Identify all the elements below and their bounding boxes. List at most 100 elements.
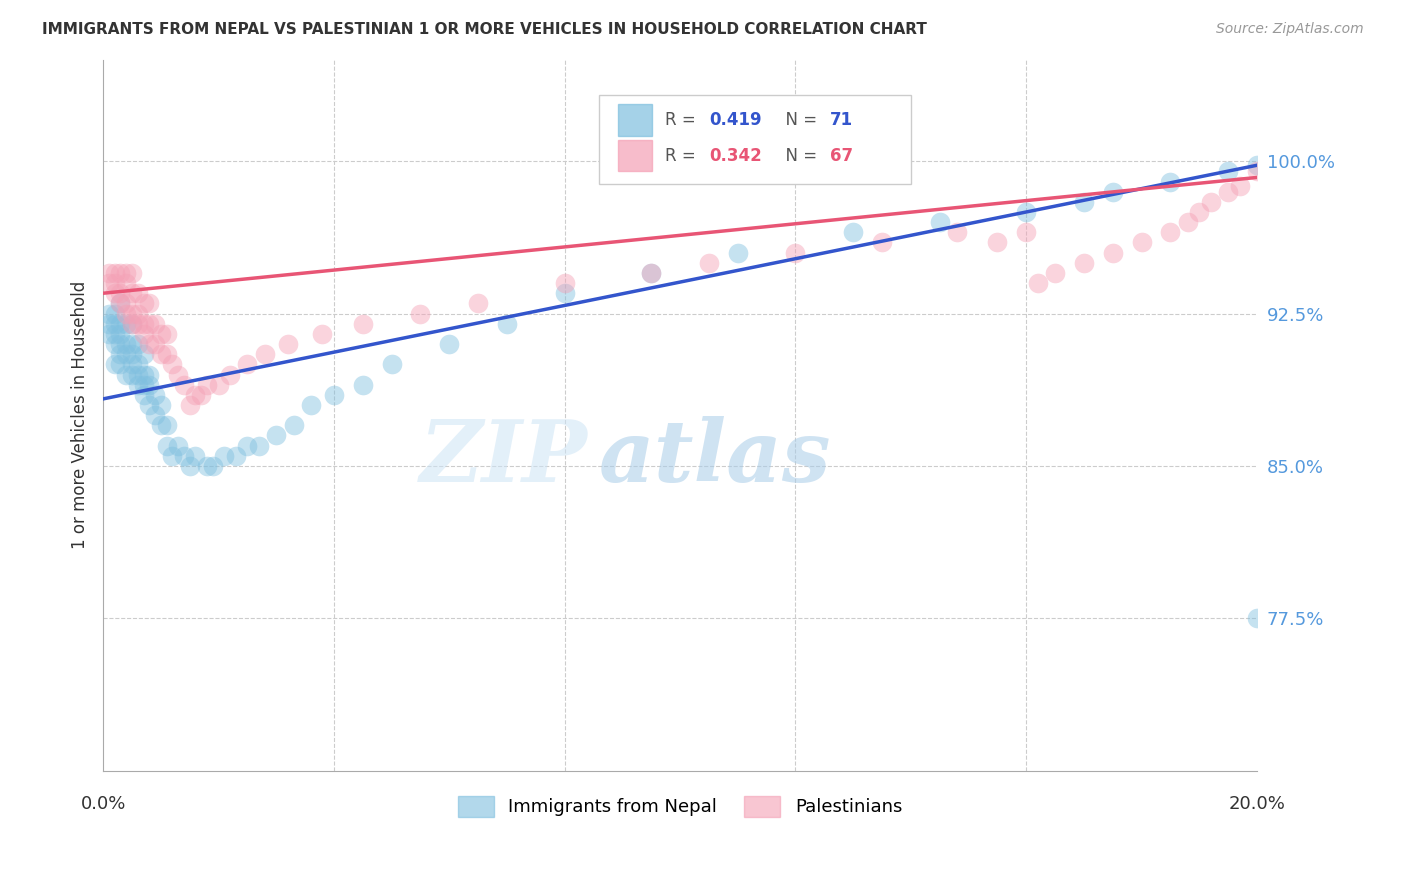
Point bbox=[155, 439, 177, 453]
FancyBboxPatch shape bbox=[617, 104, 652, 136]
Point bbox=[143, 388, 166, 402]
Text: N =: N = bbox=[775, 146, 823, 165]
Point bbox=[1073, 256, 1095, 270]
Point bbox=[127, 337, 149, 351]
Text: atlas: atlas bbox=[599, 416, 832, 500]
Point bbox=[409, 307, 432, 321]
Point bbox=[110, 266, 132, 280]
Point bbox=[121, 266, 143, 280]
Point bbox=[1246, 164, 1268, 178]
Text: 0.419: 0.419 bbox=[709, 111, 762, 129]
Point bbox=[115, 317, 138, 331]
Point bbox=[283, 418, 305, 433]
Point bbox=[1218, 185, 1240, 199]
Point bbox=[496, 317, 519, 331]
Point bbox=[110, 317, 132, 331]
Point bbox=[1188, 205, 1211, 219]
Point bbox=[253, 347, 276, 361]
Text: R =: R = bbox=[665, 146, 702, 165]
Point bbox=[184, 449, 207, 463]
Point bbox=[138, 368, 160, 382]
Point bbox=[842, 225, 865, 239]
Legend: Immigrants from Nepal, Palestinians: Immigrants from Nepal, Palestinians bbox=[449, 787, 911, 826]
Text: IMMIGRANTS FROM NEPAL VS PALESTINIAN 1 OR MORE VEHICLES IN HOUSEHOLD CORRELATION: IMMIGRANTS FROM NEPAL VS PALESTINIAN 1 O… bbox=[42, 22, 927, 37]
Point bbox=[138, 317, 160, 331]
Point bbox=[121, 337, 143, 351]
Point bbox=[104, 266, 127, 280]
Point bbox=[225, 449, 247, 463]
Point bbox=[640, 266, 662, 280]
Point bbox=[143, 408, 166, 422]
Point bbox=[173, 377, 195, 392]
Point bbox=[138, 296, 160, 310]
Point bbox=[167, 368, 190, 382]
Point bbox=[352, 317, 374, 331]
Text: Source: ZipAtlas.com: Source: ZipAtlas.com bbox=[1216, 22, 1364, 37]
Point bbox=[127, 307, 149, 321]
Point bbox=[115, 337, 138, 351]
Point bbox=[162, 357, 184, 371]
Point bbox=[1073, 194, 1095, 209]
Point bbox=[138, 377, 160, 392]
Point bbox=[162, 449, 184, 463]
Point bbox=[311, 326, 333, 341]
Point bbox=[264, 428, 287, 442]
Point bbox=[110, 296, 132, 310]
Point bbox=[870, 235, 893, 250]
Point bbox=[132, 317, 155, 331]
Point bbox=[149, 347, 172, 361]
Point bbox=[132, 296, 155, 310]
Point bbox=[322, 388, 344, 402]
Point bbox=[115, 307, 138, 321]
Point bbox=[121, 357, 143, 371]
Point bbox=[97, 276, 120, 290]
Point bbox=[167, 439, 190, 453]
Point bbox=[115, 347, 138, 361]
Point bbox=[104, 357, 127, 371]
Point bbox=[121, 347, 143, 361]
Point bbox=[1159, 225, 1181, 239]
Point bbox=[381, 357, 404, 371]
Point bbox=[110, 286, 132, 301]
Point bbox=[640, 266, 662, 280]
Point bbox=[132, 347, 155, 361]
Y-axis label: 1 or more Vehicles in Household: 1 or more Vehicles in Household bbox=[72, 281, 89, 549]
Point bbox=[110, 337, 132, 351]
Point bbox=[143, 337, 166, 351]
Point bbox=[110, 347, 132, 361]
Point bbox=[149, 326, 172, 341]
Point bbox=[121, 286, 143, 301]
Text: 71: 71 bbox=[830, 111, 853, 129]
Point bbox=[928, 215, 950, 229]
Point bbox=[110, 296, 132, 310]
Point bbox=[155, 418, 177, 433]
FancyBboxPatch shape bbox=[599, 95, 911, 184]
Point bbox=[97, 266, 120, 280]
Point bbox=[1130, 235, 1153, 250]
Point bbox=[121, 307, 143, 321]
Text: 0.0%: 0.0% bbox=[80, 795, 125, 814]
Point bbox=[277, 337, 299, 351]
Point bbox=[132, 368, 155, 382]
Point bbox=[1159, 174, 1181, 188]
Text: 20.0%: 20.0% bbox=[1229, 795, 1285, 814]
Point bbox=[1229, 178, 1251, 193]
Point bbox=[727, 245, 749, 260]
Point bbox=[1101, 245, 1123, 260]
Point bbox=[179, 458, 201, 473]
Point bbox=[195, 377, 218, 392]
Point bbox=[132, 326, 155, 341]
FancyBboxPatch shape bbox=[617, 140, 652, 171]
Point bbox=[115, 368, 138, 382]
Point bbox=[207, 377, 229, 392]
Text: 0.342: 0.342 bbox=[709, 146, 762, 165]
Point bbox=[110, 326, 132, 341]
Point bbox=[104, 337, 127, 351]
Point bbox=[1246, 611, 1268, 625]
Point bbox=[149, 398, 172, 412]
Point bbox=[110, 357, 132, 371]
Point bbox=[697, 256, 720, 270]
Point bbox=[179, 398, 201, 412]
Point bbox=[785, 245, 807, 260]
Point bbox=[97, 326, 120, 341]
